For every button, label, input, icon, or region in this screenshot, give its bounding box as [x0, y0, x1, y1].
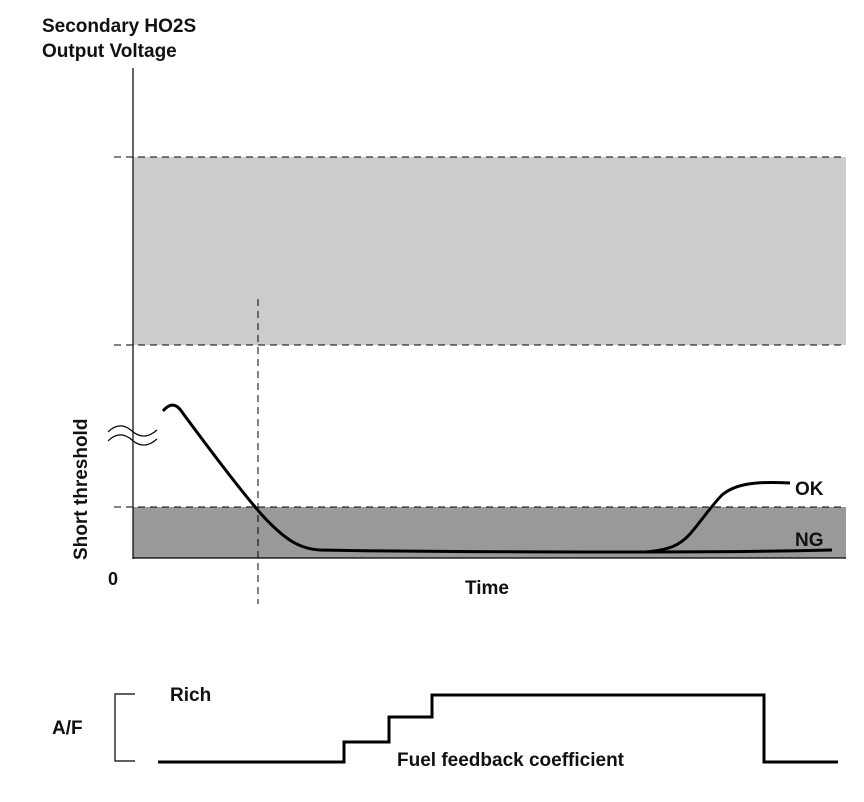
y-axis-title-line1: Secondary HO2S — [42, 16, 196, 37]
ok-output-curve — [644, 480, 791, 554]
ng-output-curve — [161, 403, 833, 554]
short-threshold-label: Short threshold — [71, 419, 92, 560]
af-axis-bracket — [114, 693, 135, 762]
axis-break-icon — [107, 425, 158, 446]
fuel-feedback-coefficient-label: Fuel feedback coefficient — [397, 750, 625, 771]
y-axis-title-line2: Output Voltage — [42, 41, 177, 62]
origin-label: 0 — [108, 569, 118, 589]
ng-curve-label: NG — [795, 530, 824, 551]
x-axis-title: Time — [465, 578, 509, 599]
upper-shaded-band — [133, 157, 846, 345]
short-threshold-shaded-band — [133, 507, 846, 558]
ok-curve-label: OK — [795, 479, 824, 500]
fuel-feedback-coefficient-waveform — [158, 693, 838, 764]
af-axis-label: A/F — [52, 718, 83, 739]
rich-label: Rich — [170, 685, 211, 706]
